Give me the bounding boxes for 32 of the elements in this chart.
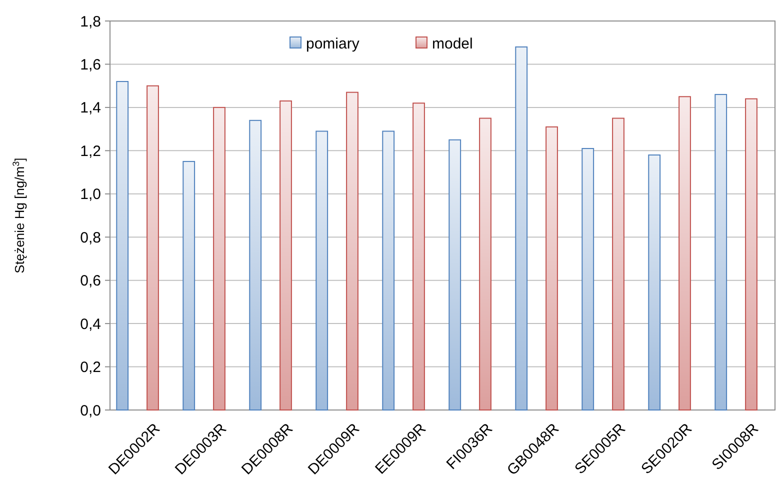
bar bbox=[745, 98, 758, 410]
bar bbox=[146, 85, 159, 410]
bar bbox=[714, 94, 728, 410]
y-tick-label: 0,6 bbox=[80, 272, 101, 290]
y-tick-label: 1,0 bbox=[80, 186, 101, 204]
bar bbox=[612, 118, 624, 410]
bar bbox=[182, 160, 196, 410]
bar bbox=[648, 154, 661, 410]
y-tick-label: 0,0 bbox=[80, 402, 101, 420]
y-tick-label: 1,8 bbox=[80, 13, 101, 30]
bar bbox=[479, 118, 492, 410]
bar bbox=[346, 92, 358, 410]
y-tick-label: 0,8 bbox=[80, 229, 101, 246]
y-tick-label: 0,2 bbox=[80, 359, 101, 376]
y-tick-label: 0,4 bbox=[80, 316, 101, 333]
bar bbox=[116, 81, 129, 410]
y-tick-label: 1,2 bbox=[80, 142, 101, 160]
bar bbox=[280, 100, 292, 410]
bar bbox=[582, 148, 594, 410]
bar bbox=[515, 46, 528, 410]
bar bbox=[678, 96, 691, 410]
y-tick-label: 1,4 bbox=[80, 100, 101, 117]
legend-label: model bbox=[432, 35, 473, 52]
bar bbox=[546, 126, 558, 410]
bar bbox=[213, 106, 226, 410]
bar bbox=[382, 130, 395, 410]
bar bbox=[249, 120, 262, 410]
legend-label: pomiary bbox=[306, 35, 360, 52]
bar bbox=[316, 130, 328, 410]
y-tick-label: 1,6 bbox=[80, 56, 101, 74]
bar bbox=[412, 102, 425, 410]
bar bbox=[448, 139, 462, 410]
